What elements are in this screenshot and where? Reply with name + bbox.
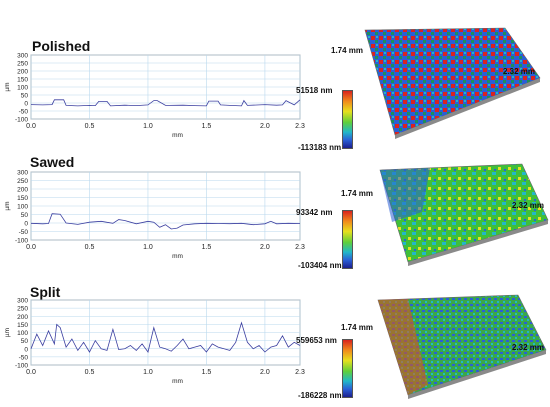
x-tick-label: 1.5 xyxy=(202,369,212,376)
panel-polished: Polished 300 250 200 150 100 50 0 -50 -100 0.0 0.5… xyxy=(0,0,550,152)
y-tick-label: 250 xyxy=(17,306,28,313)
y-tick-label: 250 xyxy=(17,61,28,68)
x-tick-label: 1.5 xyxy=(202,123,212,130)
x-axis-label: mm xyxy=(172,253,183,260)
colorbar xyxy=(342,339,353,398)
y-tick-label: 150 xyxy=(17,77,28,84)
y-tick-label: -100 xyxy=(15,117,28,124)
surface-3d-polished xyxy=(364,27,541,139)
x-tick-label: 0.5 xyxy=(85,369,95,376)
width-label: 2.32 mm xyxy=(503,67,536,76)
y-tick-label: 250 xyxy=(17,178,28,185)
panel-split: Split 300 250 200 150 100 50 0 -50 -100 0.0 0.5 1.0… xyxy=(0,275,550,407)
series-line xyxy=(30,99,301,107)
x-tick-label: 1.5 xyxy=(202,244,212,251)
colorbar-max-label: 51518 nm xyxy=(296,86,333,95)
x-axis-label: mm xyxy=(172,132,183,139)
panel-sawed: Sawed 300 250 200 150 100 50 0 -50 -100 0.0 0.5 1.0… xyxy=(0,140,550,275)
y-tick-label: -100 xyxy=(15,363,28,370)
depth-label: 1.74 mm xyxy=(331,46,364,55)
x-tick-label: 2.3 xyxy=(295,244,305,251)
y-tick-label: -50 xyxy=(19,229,29,236)
y-tick-label: -50 xyxy=(19,354,29,361)
colorbar-max-label: 93342 nm xyxy=(296,208,333,217)
y-tick-label: 150 xyxy=(17,195,28,202)
y-axis-label: µm xyxy=(4,82,11,91)
y-tick-label: 200 xyxy=(17,187,28,194)
colorbar-max-label: 559653 nm xyxy=(296,336,337,345)
y-tick-label: 100 xyxy=(17,330,28,337)
y-axis-label: µm xyxy=(4,328,11,337)
surface-3d-sawed xyxy=(379,163,549,266)
y-tick-label: 200 xyxy=(17,69,28,76)
chart-title: Split xyxy=(30,284,61,300)
y-tick-label: 0 xyxy=(24,346,28,353)
colorbar xyxy=(342,210,353,269)
chart-title: Polished xyxy=(32,38,91,54)
series-line xyxy=(30,213,301,230)
x-tick-label: 1.0 xyxy=(143,369,153,376)
x-tick-label: 2.3 xyxy=(295,369,305,376)
y-tick-label: -50 xyxy=(19,109,29,116)
y-tick-label: 300 xyxy=(17,298,28,305)
x-axis-label: mm xyxy=(172,378,183,385)
width-label: 2.32 mm xyxy=(512,343,545,352)
x-tick-label: 2.0 xyxy=(260,244,270,251)
depth-label: 1.74 mm xyxy=(341,323,374,332)
surface-3d-split xyxy=(377,294,547,399)
depth-label: 1.74 mm xyxy=(341,189,374,198)
colorbar-min-label: -113183 nm xyxy=(298,143,342,152)
colorbar-min-label: -103404 nm xyxy=(298,261,342,270)
y-tick-label: 100 xyxy=(17,85,28,92)
x-tick-label: 0.5 xyxy=(85,123,95,130)
width-label: 2.32 mm xyxy=(512,201,545,210)
y-tick-label: 0 xyxy=(24,101,28,108)
x-tick-label: 0.0 xyxy=(26,244,36,251)
y-tick-label: 100 xyxy=(17,204,28,211)
x-tick-label: 2.0 xyxy=(260,369,270,376)
y-tick-label: 300 xyxy=(17,53,28,60)
y-tick-label: 50 xyxy=(21,338,29,345)
x-tick-label: 0.0 xyxy=(26,123,36,130)
y-tick-label: 50 xyxy=(21,212,29,219)
y-tick-label: 300 xyxy=(17,170,28,177)
series-line xyxy=(30,321,301,353)
y-tick-label: 200 xyxy=(17,314,28,321)
x-tick-label: 0.0 xyxy=(26,369,36,376)
x-tick-label: 2.0 xyxy=(260,123,270,130)
x-tick-label: 2.3 xyxy=(295,123,305,130)
x-tick-label: 0.5 xyxy=(85,244,95,251)
x-tick-label: 1.0 xyxy=(143,123,153,130)
y-axis-label: µm xyxy=(4,201,11,210)
chart-title: Sawed xyxy=(30,154,75,170)
y-tick-label: 150 xyxy=(17,322,28,329)
colorbar-min-label: -186228 nm xyxy=(298,391,342,400)
colorbar xyxy=(342,90,353,149)
y-tick-label: 50 xyxy=(21,93,29,100)
y-tick-label: 0 xyxy=(24,221,28,228)
x-tick-label: 1.0 xyxy=(143,244,153,251)
y-tick-label: -100 xyxy=(15,238,28,245)
